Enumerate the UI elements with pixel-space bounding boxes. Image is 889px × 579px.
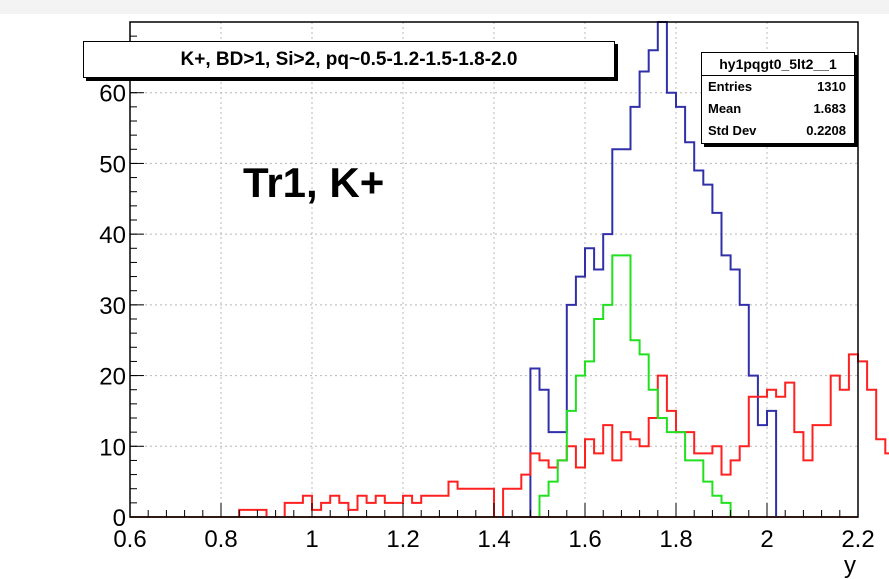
y-tick-labels: 0 10 20 30 40 50 60 [99, 81, 126, 532]
y-tick-label: 0 [113, 505, 126, 532]
stats-value: 1.683 [813, 101, 846, 116]
x-tick-label: 0.6 [113, 526, 146, 553]
stats-row-entries: Entries 1310 [702, 76, 854, 98]
y-tick-label: 50 [99, 151, 126, 178]
x-tick-label: 1.4 [477, 526, 510, 553]
plot-annotation: Tr1, K+ [243, 159, 384, 206]
stats-value: 0.2208 [806, 123, 846, 138]
stats-label: Mean [708, 101, 742, 116]
x-tick-label: 0.8 [204, 526, 237, 553]
plot-title-box: K+, BD>1, Si>2, pq~0.5-1.2-1.5-1.8-2.0 [83, 41, 615, 78]
x-tick-label: 1 [305, 526, 318, 553]
stats-label: Std Dev [708, 123, 757, 138]
x-tick-label: 1.8 [659, 526, 692, 553]
stats-box: hy1pqgt0_5lt2__1 Entries 1310 Mean 1.683… [701, 52, 855, 144]
histogram-series-1 [130, 353, 889, 518]
x-tick-labels: 0.6 0.8 1 1.2 1.4 1.6 1.8 2 2.2 [113, 526, 874, 553]
stats-label: Entries [708, 79, 753, 94]
y-tick-label: 20 [99, 364, 126, 391]
stats-row-stddev: Std Dev 0.2208 [702, 120, 854, 142]
x-tick-label: 2.2 [841, 526, 874, 553]
y-tick-label: 10 [99, 434, 126, 461]
x-tick-label: 2 [760, 526, 773, 553]
y-tick-label: 60 [99, 81, 126, 108]
y-tick-label: 40 [99, 222, 126, 249]
x-tick-label: 1.6 [568, 526, 601, 553]
x-tick-label: 1.2 [386, 526, 419, 553]
stats-row-mean: Mean 1.683 [702, 98, 854, 120]
window-top-strip [0, 0, 889, 14]
y-tick-label: 30 [99, 293, 126, 320]
stats-value: 1310 [817, 79, 846, 94]
x-axis-title: y [844, 552, 856, 579]
plot-title: K+, BD>1, Si>2, pq~0.5-1.2-1.5-1.8-2.0 [180, 49, 518, 70]
stats-histogram-name: hy1pqgt0_5lt2__1 [702, 53, 854, 76]
